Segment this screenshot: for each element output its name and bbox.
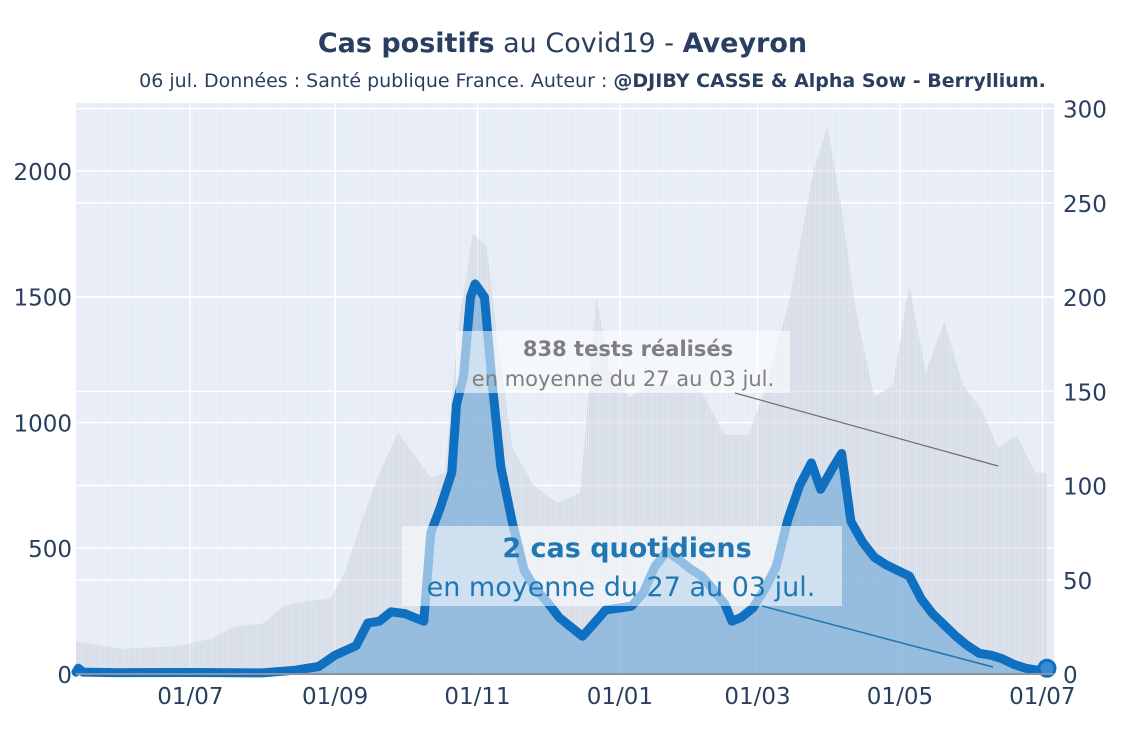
chart-title: Cas positifs au Covid19 - Aveyron: [0, 28, 1125, 59]
y-left-tick-label: 2000: [13, 160, 72, 186]
annotations: 838 tests réalisés en moyenne du 27 au 0…: [402, 331, 999, 668]
y-right-tick-label: 200: [1063, 286, 1107, 312]
y-right-tick-label: 0: [1063, 663, 1078, 689]
y-left-tick-label: 500: [28, 537, 72, 563]
x-tick-label: 01/11: [444, 684, 510, 710]
title-middle: au Covid19 -: [494, 28, 683, 59]
y-left-tick-label: 0: [57, 663, 72, 689]
x-tick-label: 01/05: [867, 684, 933, 710]
y-right-tick-label: 100: [1063, 475, 1107, 501]
y-right-tick-label: 300: [1063, 98, 1107, 124]
tests-annotation-arrow: [734, 392, 999, 467]
subtitle-source: 06 jul. Données : Santé publique France.…: [139, 70, 614, 92]
title-bold-region: Cas positifs: [317, 28, 495, 59]
title-bold-department: Aveyron: [682, 28, 808, 59]
cases-annotation-subtitle: en moyenne du 27 au 03 jul.: [427, 572, 816, 603]
cases-annotation-arrow: [761, 605, 994, 668]
y-right-tick-label: 150: [1063, 380, 1107, 406]
y-right-tick-label: 50: [1063, 569, 1092, 595]
x-tick-label: 01/07: [1009, 684, 1075, 710]
x-tick-label: 01/09: [302, 684, 368, 710]
tests-annotation-box: [456, 331, 790, 393]
x-tick-label: 01/07: [157, 684, 223, 710]
chart-subtitle: 06 jul. Données : Santé publique France.…: [0, 70, 1125, 92]
y-right-tick-label: 250: [1063, 192, 1107, 218]
axis-ticks: 01/07 01/09 01/11 01/01 01/03 01/05 01/0705001…: [13, 98, 1106, 710]
subtitle-authors: @DJIBY CASSE & Alpha Sow - Berryllium.: [613, 70, 1046, 92]
x-tick-label: 01/03: [724, 684, 790, 710]
cases-end-marker: [1037, 658, 1057, 678]
cases-annotation-title: 2 cas quotidiens: [502, 533, 751, 564]
tests-annotation-title: 838 tests réalisés: [523, 337, 733, 361]
tests-annotation-subtitle: en moyenne du 27 au 03 jul.: [472, 367, 774, 391]
y-left-tick-label: 1000: [13, 411, 72, 437]
x-tick-label: 01/01: [587, 684, 653, 710]
cases-annotation-box: [402, 526, 842, 606]
y-left-tick-label: 1500: [13, 286, 72, 312]
